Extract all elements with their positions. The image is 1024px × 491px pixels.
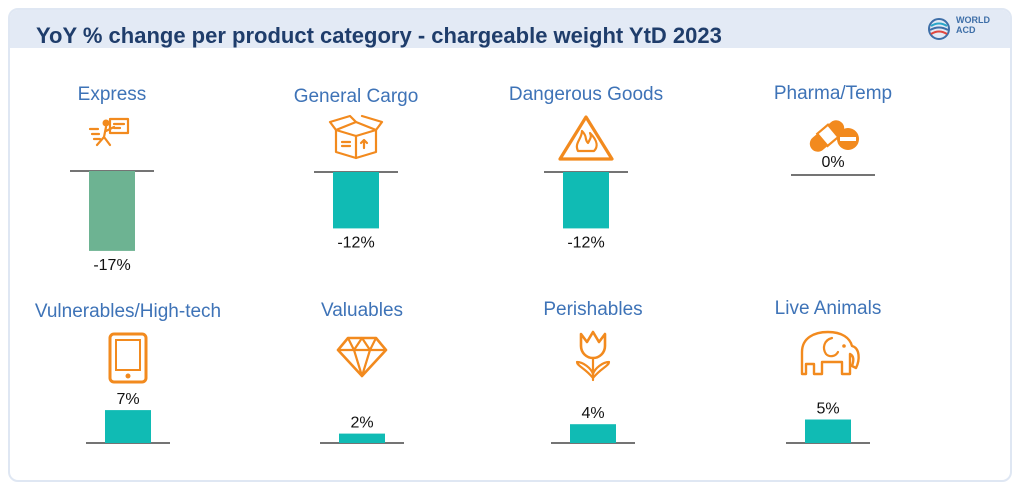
title-bar: YoY % change per product category - char… xyxy=(10,10,1010,48)
category-general-cargo: General Cargo -12% xyxy=(294,86,419,251)
elephant-icon xyxy=(800,330,860,376)
value-label-dangerous-goods: -12% xyxy=(567,234,604,251)
bar-valuables xyxy=(339,433,385,443)
category-dangerous-goods: Dangerous Goods -12% xyxy=(509,84,663,251)
logo-line-2: ACD xyxy=(956,25,976,35)
pill-capsule-icon xyxy=(809,120,859,152)
bar-express xyxy=(89,171,135,251)
category-live-animals: Live Animals 5% xyxy=(775,298,882,444)
category-vulnerables-high-tech: Vulnerables/High-tech 7% xyxy=(35,301,221,444)
category-label-valuables: Valuables xyxy=(321,300,403,321)
category-label-pharma-temp: Pharma/Temp xyxy=(774,83,892,104)
value-label-live-animals: 5% xyxy=(816,401,839,418)
smartphone-icon xyxy=(108,332,148,384)
category-label-dangerous-goods: Dangerous Goods xyxy=(509,84,663,105)
category-label-perishables: Perishables xyxy=(543,299,642,320)
value-label-perishables: 4% xyxy=(581,405,604,422)
category-label-vulnerables-high-tech: Vulnerables/High-tech xyxy=(35,301,221,322)
world-acd-logo-icon xyxy=(928,18,950,40)
category-label-general-cargo: General Cargo xyxy=(294,86,419,107)
bar-live-animals xyxy=(805,419,851,443)
category-express: Express -17% xyxy=(70,84,154,274)
express-delivery-icon xyxy=(88,117,130,147)
category-label-live-animals: Live Animals xyxy=(775,298,882,319)
value-label-vulnerables-high-tech: 7% xyxy=(116,391,139,408)
diamond-icon xyxy=(336,336,388,378)
bar-general-cargo xyxy=(333,172,379,229)
value-label-pharma-temp: 0% xyxy=(821,154,844,171)
package-box-icon xyxy=(328,114,384,160)
logo-line-1: WORLD xyxy=(956,15,990,25)
bar-dangerous-goods xyxy=(563,172,609,229)
value-label-valuables: 2% xyxy=(350,415,373,432)
bar-perishables xyxy=(570,424,616,443)
value-label-general-cargo: -12% xyxy=(337,234,374,251)
tulip-flower-icon xyxy=(575,330,611,382)
bar-vulnerables-high-tech xyxy=(105,410,151,443)
chart-frame xyxy=(8,8,1012,482)
category-pharma-temp: Pharma/Temp 0% xyxy=(774,83,892,176)
category-perishables: Perishables 4% xyxy=(543,299,643,444)
category-valuables: Valuables 2% xyxy=(320,300,404,444)
world-acd-logo-text: WORLD ACD xyxy=(956,15,1006,35)
value-label-express: -17% xyxy=(93,257,130,274)
flammable-warning-icon xyxy=(558,115,614,161)
category-label-express: Express xyxy=(78,84,147,105)
chart-title: YoY % change per product category - char… xyxy=(36,23,722,48)
